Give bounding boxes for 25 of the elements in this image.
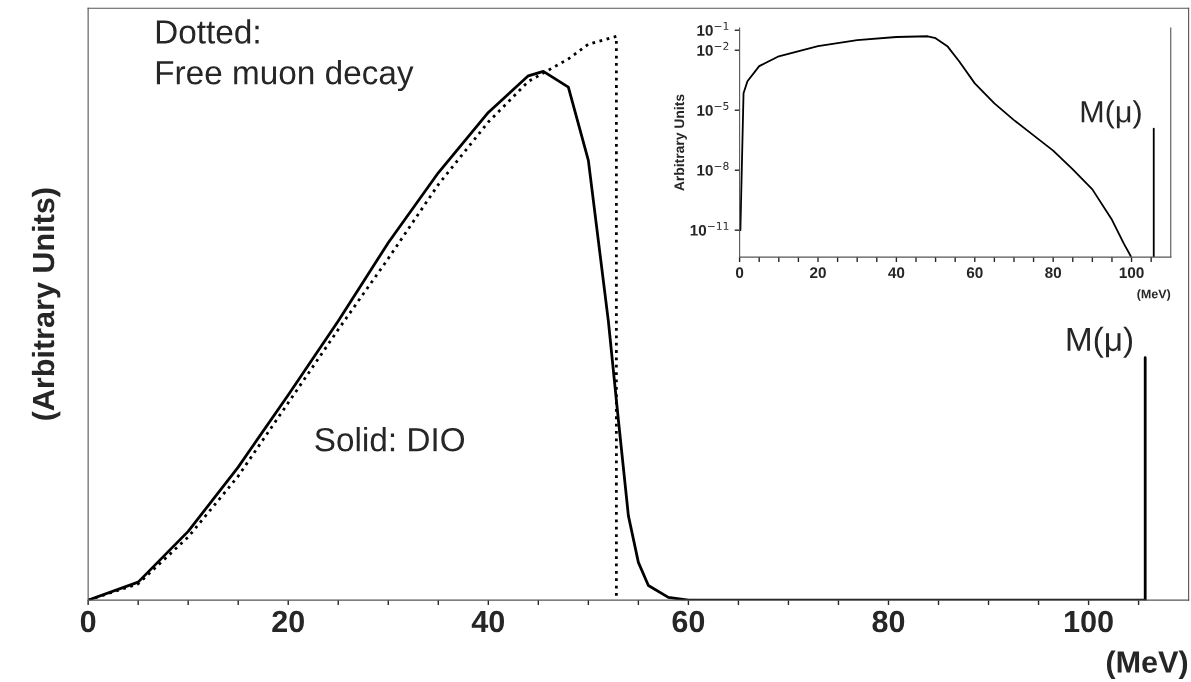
- annotation: M(μ): [1067, 326, 1133, 358]
- x-axis-title: (MeV): [1137, 289, 1171, 301]
- annotation: Solid: DIO: [315, 427, 465, 452]
- x-tick-label: 60: [672, 610, 705, 633]
- y-tick-label: 10$^{−8}$: [697, 161, 729, 176]
- x-tick-label: 0: [80, 610, 96, 633]
- x-tick-label: 100: [1065, 610, 1113, 633]
- x-tick-label: 20: [272, 610, 304, 633]
- y-tick-label: 10$^{−5}$: [697, 102, 729, 116]
- y-tick-label: 10$^{−1}$: [697, 22, 729, 36]
- x-tick-label: 100: [1119, 267, 1144, 279]
- x-tick-label: 40: [471, 610, 505, 633]
- x-tick-label: 0: [735, 267, 744, 279]
- y-tick-label: 10$^{−2}$: [697, 41, 729, 56]
- y-tick-label: 10$^{−11}$: [690, 221, 729, 236]
- x-axis-title: (MeV): [1106, 650, 1188, 679]
- y-axis-title: Arbitrary Units: [673, 94, 687, 191]
- annotation: M(μ): [1081, 100, 1141, 129]
- x-tick-label: 80: [1045, 267, 1062, 279]
- annotation: Dotted: Free muon decay: [156, 19, 414, 92]
- x-tick-label: 80: [872, 610, 905, 633]
- x-tick-label: 60: [966, 267, 983, 279]
- y-axis-title: (Arbitrary Units): [31, 188, 61, 420]
- x-tick-label: 20: [810, 267, 826, 279]
- x-tick-label: 40: [888, 267, 905, 279]
